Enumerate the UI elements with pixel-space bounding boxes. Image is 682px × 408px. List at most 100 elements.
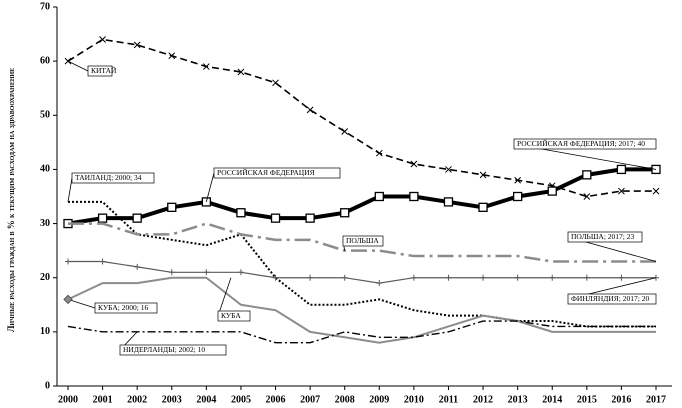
x-tick-label: 2015 (577, 394, 597, 405)
marker (237, 269, 244, 276)
x-tick-label: 2009 (369, 394, 389, 405)
x-tick-label: 2013 (508, 394, 528, 405)
marker (99, 36, 106, 43)
x-tick-label: 2007 (300, 394, 320, 405)
series-line (68, 260, 656, 284)
callout-box (213, 167, 341, 179)
marker (410, 160, 418, 168)
y-tick-label: 40 (40, 164, 50, 175)
marker (99, 258, 106, 265)
marker (236, 208, 246, 218)
marker (376, 280, 383, 287)
series-line (67, 320, 656, 344)
x-tick-label: 2017 (646, 394, 666, 405)
marker (582, 170, 592, 180)
marker (133, 41, 141, 49)
callout-label: ПОЛЬША; 2017; 23 (571, 232, 635, 241)
x-tick-label: 2000 (58, 394, 78, 405)
callout-box (71, 172, 155, 184)
callout-label: РОССИЙСКАЯ ФЕДЕРАЦИЯ; 2017; 40 (517, 139, 645, 148)
x-tick-label: 2012 (473, 394, 493, 405)
series-line (68, 222, 656, 263)
callout-box (342, 235, 384, 247)
marker (65, 258, 71, 265)
marker (479, 171, 487, 179)
marker (272, 274, 279, 281)
marker (167, 202, 177, 212)
marker (547, 186, 557, 196)
x-tick-label: 2004 (196, 394, 216, 405)
x-tick-label: 2005 (231, 394, 251, 405)
marker (445, 274, 452, 281)
marker (652, 187, 660, 195)
x-tick-label: 2016 (611, 394, 631, 405)
marker (132, 213, 142, 223)
marker (445, 166, 452, 173)
marker (202, 63, 210, 70)
callout-box (94, 302, 158, 314)
y-tick-label: 0 (45, 380, 50, 391)
marker (409, 191, 419, 202)
marker (410, 274, 417, 281)
marker (374, 191, 384, 202)
marker (616, 164, 627, 175)
x-tick-label: 2011 (439, 394, 458, 405)
marker (583, 274, 590, 281)
leader-line (205, 172, 215, 203)
marker (168, 269, 175, 276)
marker (168, 52, 176, 60)
marker (63, 294, 73, 305)
leader-line (67, 177, 73, 202)
marker (270, 213, 281, 223)
callout-box (567, 231, 643, 243)
marker (653, 274, 659, 281)
marker (375, 149, 383, 157)
marker (97, 213, 108, 223)
marker (134, 263, 141, 270)
y-tick-label: 50 (40, 110, 50, 121)
leader-line (217, 277, 232, 317)
marker (478, 202, 488, 212)
x-tick-label: 2003 (162, 394, 182, 405)
marker (341, 128, 349, 135)
series-line (67, 276, 656, 344)
y-axis-label: Личные расходы граждан в % к текущим рас… (6, 68, 16, 332)
x-tick-label: 2010 (404, 394, 424, 405)
callout-box (87, 65, 113, 77)
marker (618, 187, 625, 195)
marker (443, 197, 454, 207)
x-tick-label: 2014 (542, 394, 562, 405)
marker (514, 176, 522, 184)
y-tick-label: 60 (40, 55, 50, 66)
y-tick-label: 20 (40, 272, 50, 283)
marker (514, 274, 521, 281)
marker (480, 274, 487, 281)
x-tick-label: 2001 (93, 394, 113, 405)
y-tick-label: 70 (40, 1, 50, 12)
marker (512, 191, 523, 202)
callout-box (119, 344, 227, 356)
y-tick-label: 30 (40, 218, 50, 229)
leader-line (67, 60, 89, 72)
marker (203, 269, 210, 276)
series-line (67, 38, 656, 198)
marker (272, 79, 279, 87)
y-tick-label: 10 (40, 326, 50, 337)
leader-line (67, 298, 96, 309)
marker (618, 274, 625, 281)
callout-label: НИДЕРЛАНДЫ; 2002; 10 (123, 345, 205, 354)
callout-label: ФИНЛЯНДИЯ; 2017; 20 (571, 294, 649, 303)
x-tick-label: 2002 (127, 394, 147, 405)
callout-label: РОССИЙСКАЯ ФЕДЕРАЦИЯ (217, 168, 315, 177)
callout-label: ПОЛЬША (346, 236, 379, 245)
callout-label: КУБА; 2000; 16 (98, 303, 148, 312)
callout-label: КУБА (221, 311, 241, 320)
callout-label: ТАИЛАНД; 2000; 34 (75, 173, 142, 182)
marker (237, 68, 245, 76)
marker (583, 193, 591, 200)
x-tick-label: 2008 (335, 394, 355, 405)
callout-box (567, 293, 657, 305)
marker (305, 213, 315, 223)
marker (549, 274, 556, 281)
